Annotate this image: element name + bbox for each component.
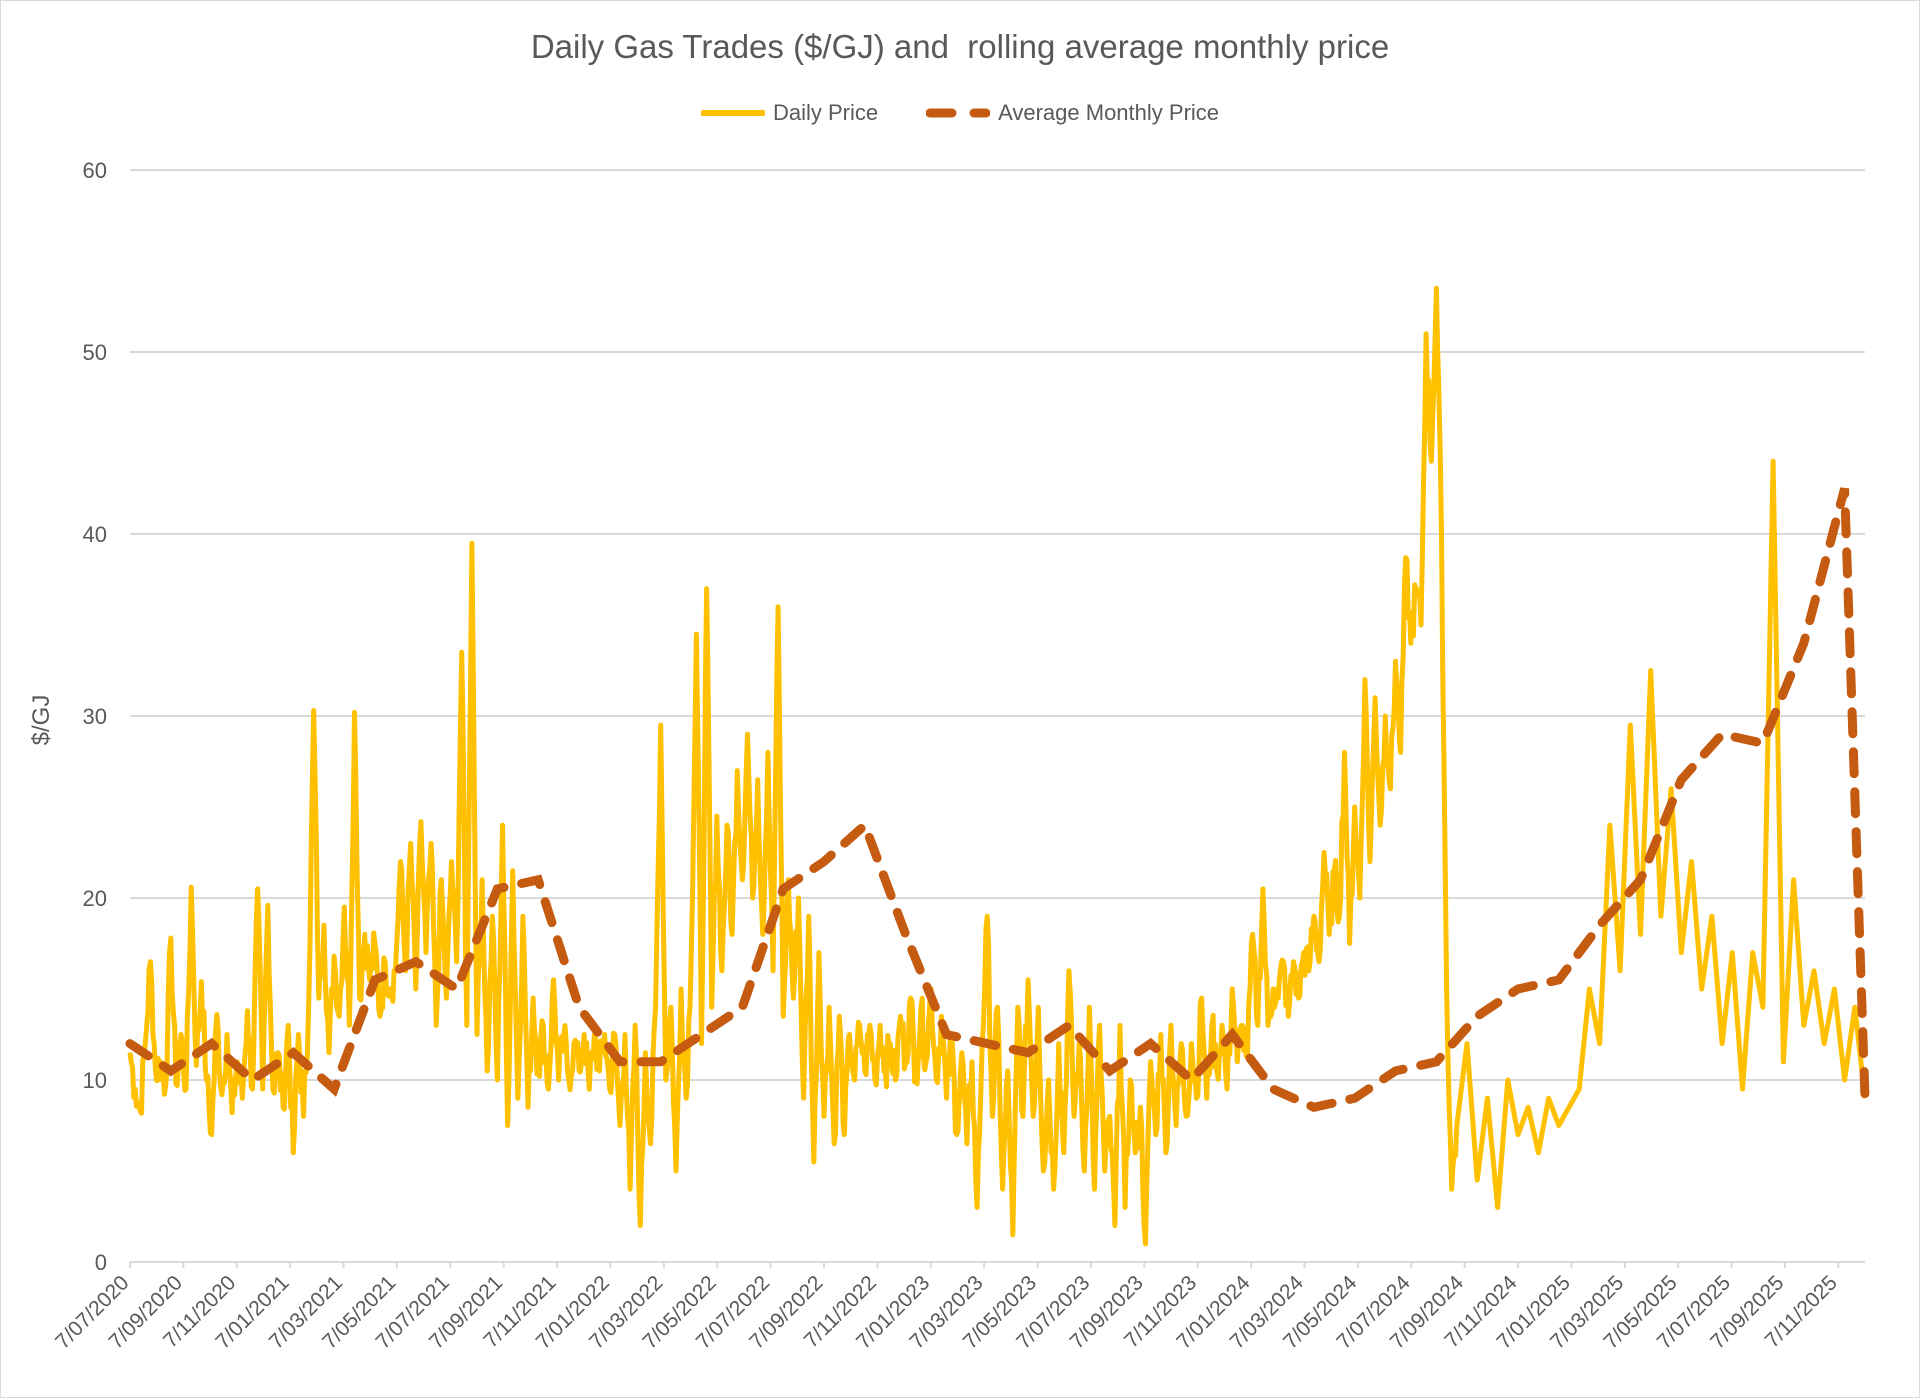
y-tick-label-0: 0 <box>95 1250 107 1275</box>
legend-label-daily: Daily Price <box>772 100 879 125</box>
y-tick-label-10: 10 <box>83 1068 107 1093</box>
legend-swatch-monthly <box>926 108 991 118</box>
y-tick-label-30: 30 <box>83 704 107 729</box>
legend-swatch-daily <box>700 110 765 116</box>
legend-label-monthly: Average Monthly Price <box>998 100 1220 125</box>
y-tick-label-60: 60 <box>83 158 107 183</box>
legend-item-monthly: Average Monthly Price <box>926 100 1219 126</box>
series-daily-price <box>127 285 1868 1247</box>
series-average-monthly-price <box>125 487 1870 1113</box>
legend-item-daily: Daily Price <box>700 100 879 126</box>
y-tick-label-50: 50 <box>83 340 107 365</box>
legend: Daily Price Average Monthly Price <box>0 100 1920 126</box>
y-tick-label-40: 40 <box>83 522 107 547</box>
chart-title: Daily Gas Trades ($/GJ) and rolling aver… <box>530 28 1390 65</box>
y-tick-label-20: 20 <box>83 886 107 911</box>
